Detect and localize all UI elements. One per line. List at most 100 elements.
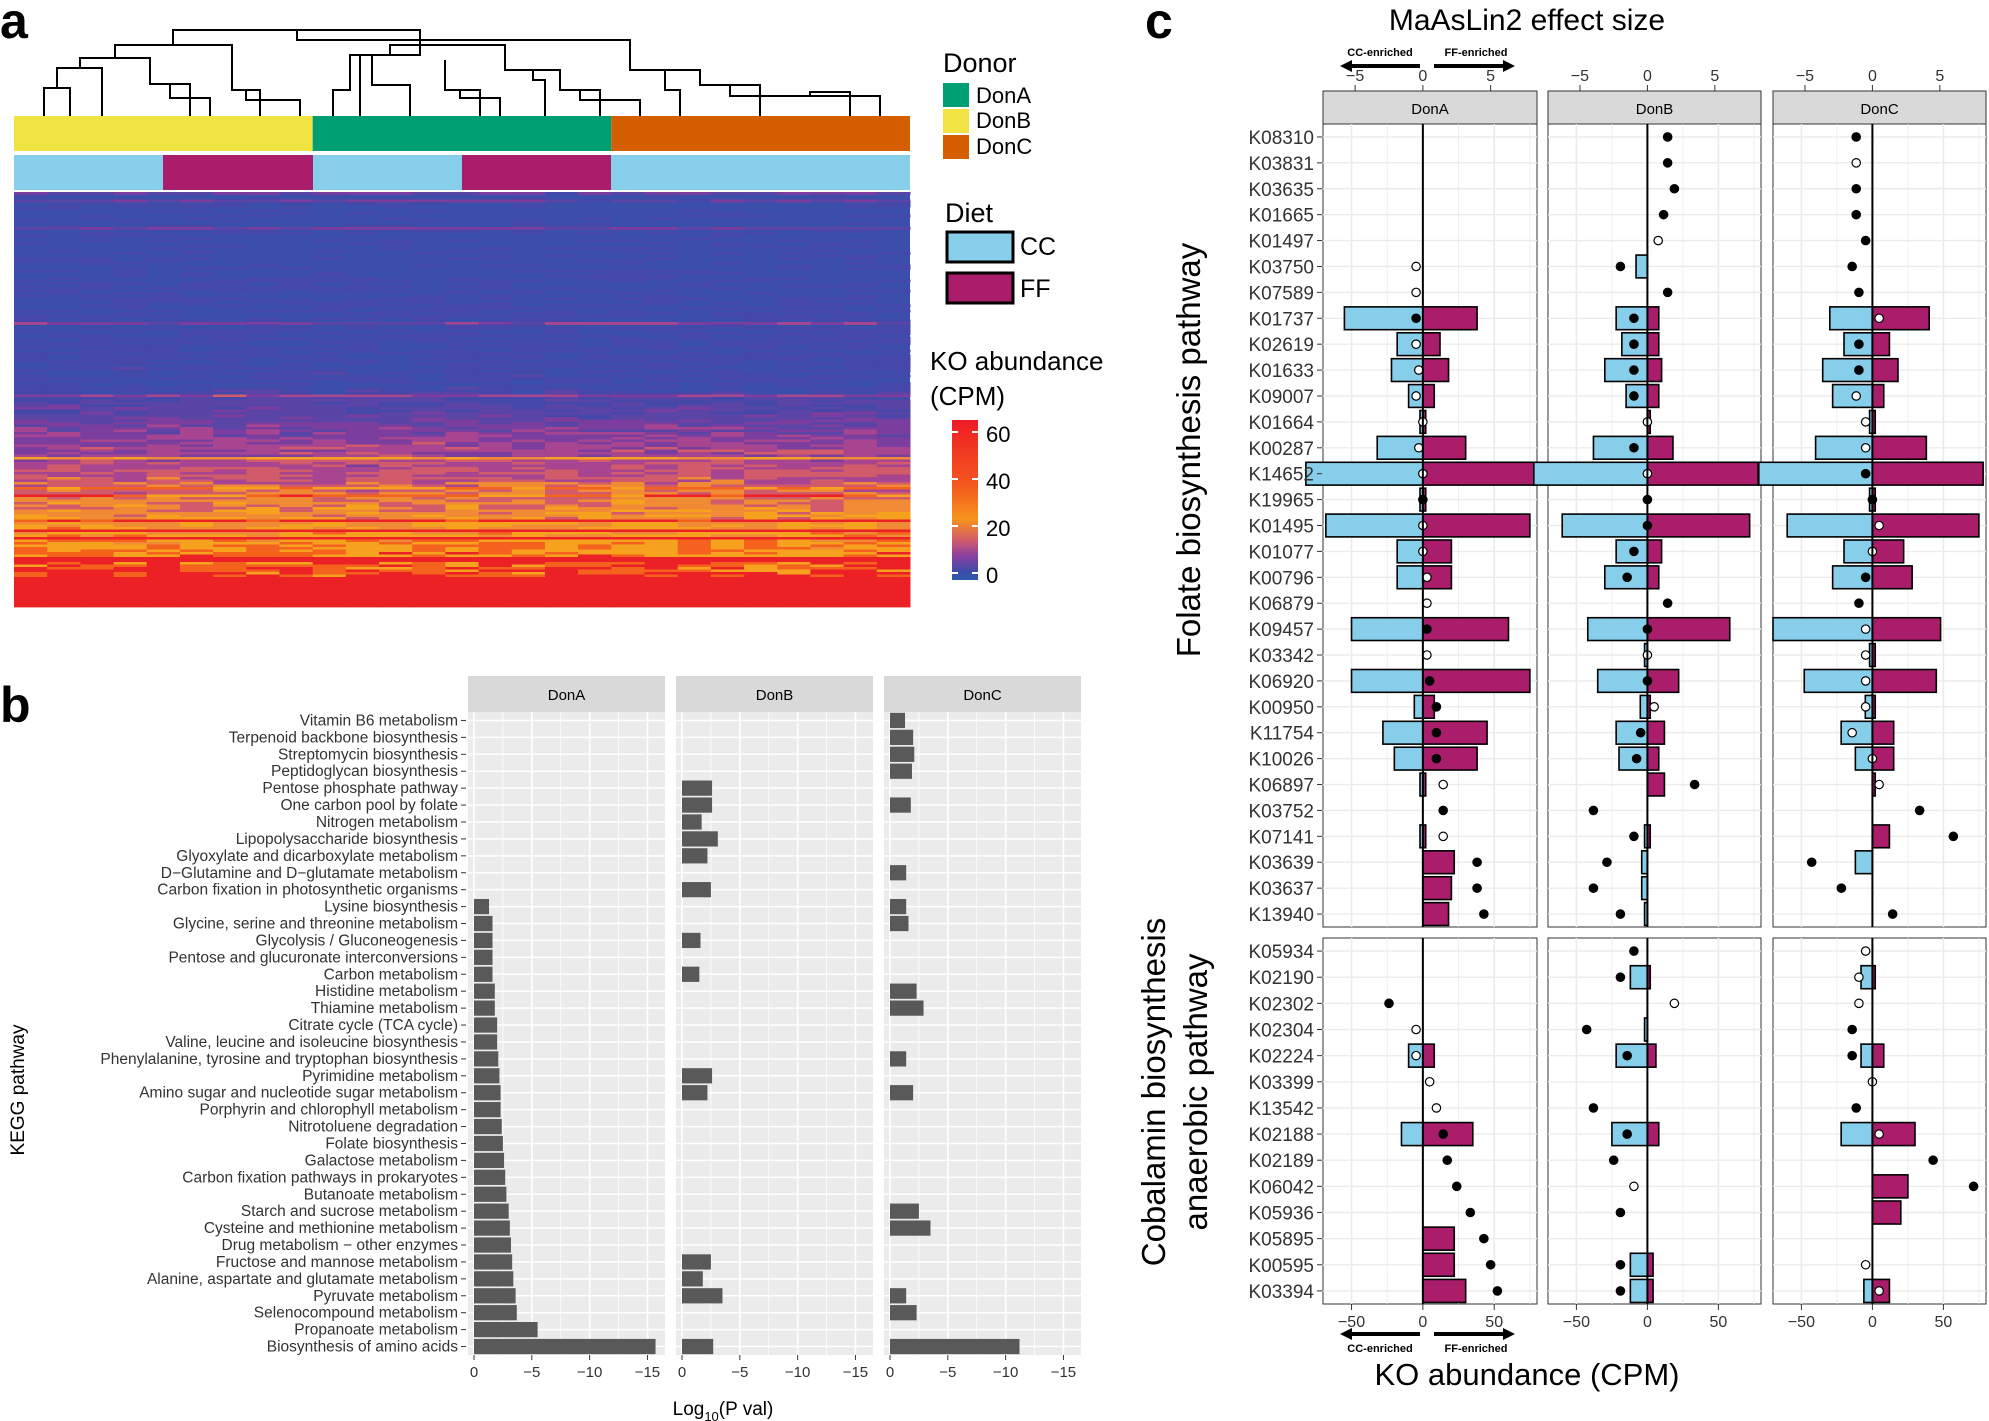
heatmap-cell <box>511 569 546 573</box>
heatmap-cell <box>744 577 778 580</box>
heatmap-cell <box>545 564 579 568</box>
heatmap-cell <box>179 464 214 468</box>
ff-bar <box>1646 565 1660 590</box>
heatmap-cell <box>246 327 280 330</box>
heatmap-cell <box>511 197 546 200</box>
bar-DonA <box>474 1220 510 1236</box>
heatmap-cell <box>744 232 778 235</box>
heatmap-cell <box>777 399 811 403</box>
heatmap-cell <box>47 594 81 598</box>
heatmap-cell <box>777 277 811 280</box>
heatmap-cell <box>710 214 745 218</box>
heatmap-cell <box>777 542 811 545</box>
heatmap-cell <box>777 252 811 255</box>
heatmap-cell <box>611 532 645 535</box>
heatmap-cell <box>213 409 247 413</box>
heatmap-cell <box>611 262 645 265</box>
heatmap-cell <box>876 592 911 595</box>
heatmap-cell <box>80 577 115 580</box>
heatmap-cell <box>179 224 214 228</box>
heatmap-cell <box>545 309 579 313</box>
heatmap-cell <box>412 432 446 435</box>
heatmap-cell <box>478 254 513 258</box>
heatmap-cell <box>744 537 778 540</box>
heatmap-cell <box>179 532 214 535</box>
heatmap-cell <box>113 587 148 590</box>
heatmap-cell <box>113 272 148 275</box>
heatmap-cell <box>843 514 878 518</box>
heatmap-cell <box>511 349 546 353</box>
heatmap-cell <box>810 519 845 523</box>
cc-bar <box>1854 850 1874 875</box>
y-tick-label: Fructose and mannose metabolism <box>216 1254 458 1271</box>
heatmap-cell <box>744 584 778 588</box>
heatmap-cell <box>279 419 314 423</box>
heatmap-cell <box>843 557 878 560</box>
heatmap-cell <box>578 554 612 558</box>
heatmap-cell <box>710 482 745 485</box>
heatmap-cell <box>246 287 280 290</box>
facet-label: DonA <box>1411 101 1449 118</box>
heatmap-cell <box>445 389 480 393</box>
heatmap-cell <box>677 427 712 430</box>
y-tick-label: Phenylalanine, tyrosine and tryptophan b… <box>100 1051 458 1068</box>
heatmap-cell <box>578 499 612 503</box>
heatmap-cell <box>312 402 347 405</box>
heatmap-cell <box>876 477 911 480</box>
heatmap-cell <box>876 459 911 463</box>
heatmap-cell <box>312 527 347 530</box>
legend-donor-swatch-dona <box>943 83 969 107</box>
heatmap-cell <box>113 429 148 433</box>
heatmap-cell <box>146 542 181 545</box>
heatmap-cell <box>113 592 148 595</box>
heatmap-cell <box>876 439 911 443</box>
heatmap-cell <box>113 477 148 480</box>
heatmap-cell <box>545 429 579 433</box>
heatmap-cell <box>843 552 878 555</box>
effect-point-significant <box>1451 1181 1462 1192</box>
heatmap-cell <box>545 379 579 383</box>
heatmap-cell <box>611 477 645 480</box>
heatmap-cell <box>445 537 480 540</box>
heatmap-cell <box>279 459 314 463</box>
heatmap-cell <box>710 489 745 493</box>
heatmap-cell <box>113 219 148 223</box>
heatmap-cell <box>345 284 380 288</box>
heatmap-cell <box>179 252 214 255</box>
effect-point-significant <box>1887 909 1898 919</box>
heatmap-cell <box>677 327 712 330</box>
heatmap-cell <box>644 409 679 413</box>
heatmap-cell <box>876 204 911 208</box>
heatmap-cell <box>843 507 878 510</box>
heatmap-cell <box>312 552 347 555</box>
heatmap-cell <box>113 297 148 300</box>
heatmap-cell <box>710 519 745 523</box>
heatmap-cell <box>179 519 214 523</box>
heatmap-cell <box>545 469 579 473</box>
heatmap-cell <box>146 499 181 503</box>
heatmap-cell <box>213 599 247 603</box>
heatmap-cell <box>113 252 148 255</box>
heatmap-cell <box>677 584 712 588</box>
heatmap-cell <box>213 567 247 570</box>
heatmap-cell <box>113 322 148 325</box>
heatmap-cell <box>80 339 115 343</box>
heatmap-cell <box>876 349 911 353</box>
heatmap-cell <box>777 592 811 595</box>
heatmap-cell <box>213 282 247 285</box>
heatmap-cell <box>14 489 48 493</box>
effect-point-significant <box>1968 1181 1979 1192</box>
heatmap-cell <box>677 412 712 415</box>
heatmap-cell <box>545 559 579 563</box>
heatmap-cell <box>113 349 148 353</box>
heatmap-cell <box>876 447 911 450</box>
heatmap-cell <box>843 544 878 548</box>
effect-point-significant <box>1431 702 1442 712</box>
heatmap-cell <box>478 257 513 260</box>
heatmap-cell <box>843 509 878 513</box>
heatmap-cell <box>246 399 280 403</box>
heatmap-cell <box>14 517 48 520</box>
heatmap-cell <box>312 274 347 278</box>
heatmap-cell <box>777 437 811 440</box>
heatmap-cell <box>80 567 115 570</box>
